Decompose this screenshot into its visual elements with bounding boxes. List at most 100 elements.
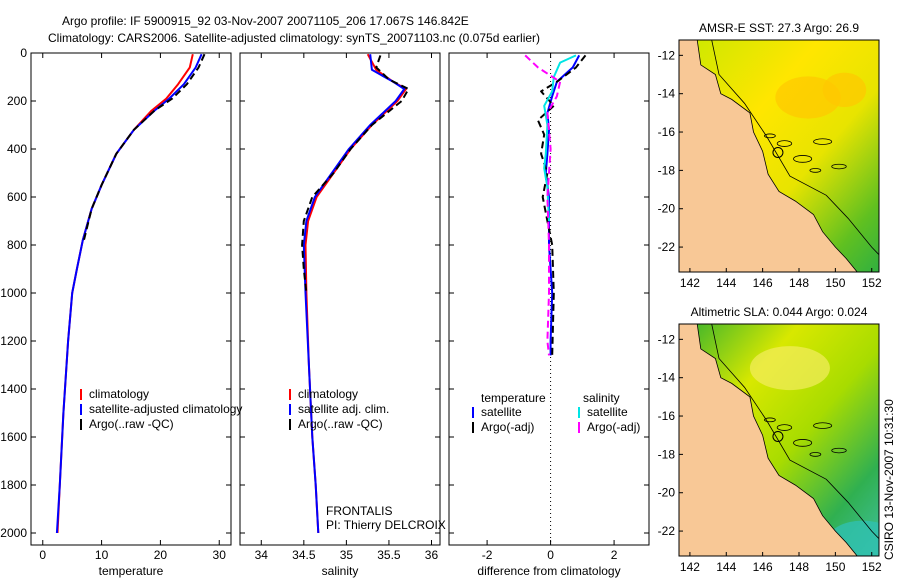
y-tick-label: 1600 bbox=[0, 430, 27, 444]
legend-label: Argo(..raw -QC) bbox=[89, 417, 174, 431]
y-tick-label: -20 bbox=[658, 202, 676, 216]
legend-label: climatology bbox=[89, 387, 149, 401]
legend-label: Argo(..raw -QC) bbox=[298, 417, 383, 431]
y-tick-label: 200 bbox=[7, 94, 27, 108]
y-tick-label: 600 bbox=[7, 190, 27, 204]
x-tick-label: 148 bbox=[789, 560, 809, 574]
map-field bbox=[679, 40, 879, 272]
x-tick-label: 150 bbox=[825, 276, 845, 290]
reef-outline bbox=[809, 452, 822, 457]
land-mass bbox=[679, 40, 858, 272]
x-tick-label: 35 bbox=[340, 548, 354, 562]
series-line-salinity-argo-adj bbox=[524, 54, 562, 356]
warm-patch bbox=[822, 72, 867, 108]
x-tick-label: 0 bbox=[547, 548, 554, 562]
y-tick-label: -20 bbox=[658, 486, 676, 500]
salinity-panel: 34 34.5 35 35.5 36 salinity climatologysatelli… bbox=[239, 52, 446, 578]
timestamp-side-label: CSIRO 13-Nov-2007 10:31:30 bbox=[882, 399, 896, 560]
x-tick-label: 142 bbox=[680, 560, 700, 574]
series-line-temperature-argo-adj bbox=[536, 54, 587, 356]
x-tick-label: 142 bbox=[680, 276, 700, 290]
sst-map-panel: AMSR-E SST: 27.3 Argo: 26.9 142 144 146 148 1… bbox=[658, 21, 882, 290]
bathymetry-contour bbox=[711, 40, 879, 255]
y-tick-label: 0 bbox=[20, 46, 27, 60]
y-tick-label: 1000 bbox=[0, 286, 27, 300]
high-sla-patch bbox=[749, 346, 830, 391]
x-tick-label: 20 bbox=[154, 548, 168, 562]
legend-heading: salinity bbox=[583, 391, 620, 405]
figure-title-line1: Argo profile: IF 5900915_92 03-Nov-2007 … bbox=[62, 14, 469, 28]
y-tick-label: -22 bbox=[658, 524, 676, 538]
x-axis-label: temperature bbox=[99, 564, 164, 578]
x-tick-label: 152 bbox=[862, 276, 882, 290]
legend-label: satellite-adjusted climatology bbox=[89, 402, 242, 416]
sla-map-panel: Altimetric SLA: 0.044 Argo: 0.024 142 144 1… bbox=[658, 305, 882, 574]
x-tick-label: 10 bbox=[95, 548, 109, 562]
legend-heading: temperature bbox=[481, 391, 546, 405]
x-axis-label: difference from climatology bbox=[477, 564, 620, 578]
y-tick-label: 1800 bbox=[0, 478, 27, 492]
legend-label: satellite bbox=[481, 405, 522, 419]
legend-label: Argo(-adj) bbox=[481, 420, 534, 434]
reef-outline bbox=[776, 140, 793, 147]
plot-frame bbox=[448, 52, 650, 546]
series-line-satellite-adjusted-climatology bbox=[55, 53, 203, 534]
series-line-argo-raw-qc bbox=[82, 53, 206, 241]
series-line-climatology bbox=[56, 53, 194, 534]
series-line-satellite-adj-clim bbox=[302, 54, 406, 534]
temperature-panel: 0 10 20 30 0 200 400 600 800 1000 1200 1400 1600 1800… bbox=[0, 46, 242, 578]
x-axis-label: salinity bbox=[322, 564, 359, 578]
reef-outline bbox=[764, 417, 776, 423]
reef-outline bbox=[813, 422, 833, 429]
x-tick-label: 34 bbox=[255, 548, 269, 562]
y-tick-label: 400 bbox=[7, 142, 27, 156]
y-tick-label: -12 bbox=[658, 48, 676, 62]
pi-annotation: PI: Thierry DELCROIX bbox=[326, 518, 446, 532]
y-tick-label: -16 bbox=[658, 409, 676, 423]
y-tick-label: -18 bbox=[658, 163, 676, 177]
reef-outline bbox=[793, 155, 813, 163]
map-frame bbox=[678, 323, 880, 557]
map-title: Altimetric SLA: 0.044 Argo: 0.024 bbox=[691, 305, 868, 319]
reef-outline bbox=[793, 439, 813, 447]
x-tick-label: 148 bbox=[789, 276, 809, 290]
reef-outline bbox=[831, 163, 847, 170]
y-tick-label: -18 bbox=[658, 447, 676, 461]
x-tick-label: 35.5 bbox=[377, 548, 401, 562]
x-tick-label: 146 bbox=[753, 560, 773, 574]
y-tick-label: -14 bbox=[658, 87, 676, 101]
argo-float-marker bbox=[772, 430, 784, 442]
x-tick-label: 144 bbox=[716, 560, 736, 574]
legend-label: Argo(-adj) bbox=[587, 420, 640, 434]
reef-outline bbox=[764, 133, 776, 139]
x-tick-label: 146 bbox=[753, 276, 773, 290]
reef-outline bbox=[809, 168, 822, 173]
series-line-climatology bbox=[304, 53, 407, 534]
legend-label: satellite adj. clim. bbox=[298, 402, 389, 416]
x-tick-label: 30 bbox=[213, 548, 227, 562]
bathymetry-contour bbox=[711, 324, 879, 539]
reef-outline bbox=[813, 138, 833, 145]
land-mass bbox=[679, 324, 858, 556]
series-line-salinity-satellite bbox=[543, 54, 577, 222]
x-tick-label: 0 bbox=[39, 548, 46, 562]
reef-outline bbox=[776, 424, 793, 431]
x-tick-label: 152 bbox=[862, 560, 882, 574]
map-title: AMSR-E SST: 27.3 Argo: 26.9 bbox=[699, 21, 859, 35]
series-line-argo-raw-qc bbox=[301, 55, 410, 294]
y-tick-label: -12 bbox=[658, 332, 676, 346]
y-tick-label: 2000 bbox=[0, 526, 27, 540]
y-tick-label: -16 bbox=[658, 125, 676, 139]
figure-title-line2: Climatology: CARS2006. Satellite-adjuste… bbox=[48, 31, 540, 45]
reef-outline bbox=[831, 447, 847, 454]
plot-frame bbox=[239, 52, 441, 546]
y-tick-label: -22 bbox=[658, 240, 676, 254]
argo-float-marker bbox=[772, 146, 784, 158]
y-tick-label: 800 bbox=[7, 238, 27, 252]
y-tick-label: -14 bbox=[658, 371, 676, 385]
legend-label: satellite bbox=[587, 405, 628, 419]
difference-panel: -2 0 2 difference from climatology temperatu… bbox=[448, 52, 650, 578]
y-tick-label: 1200 bbox=[0, 334, 27, 348]
map-frame bbox=[678, 39, 880, 273]
